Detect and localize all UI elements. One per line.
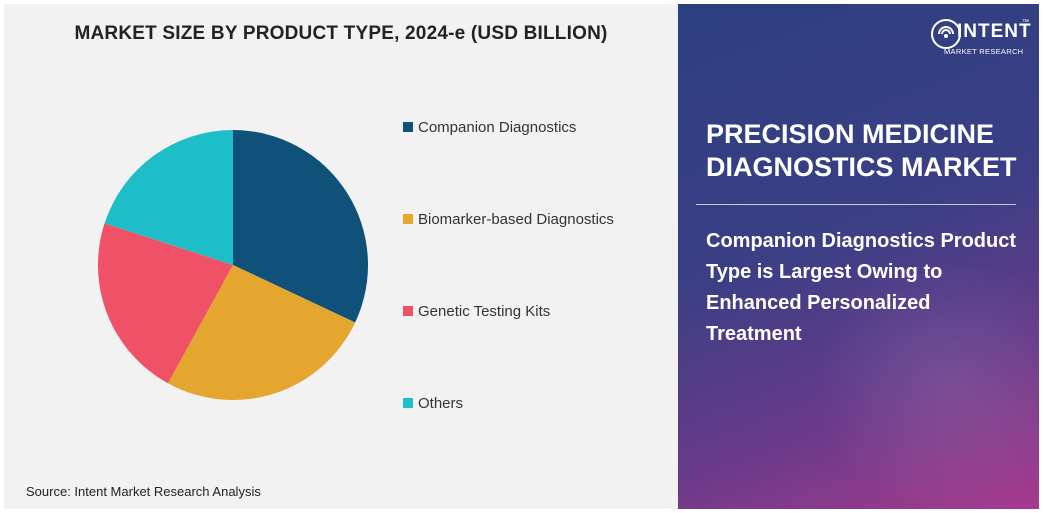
legend-label: Genetic Testing Kits (418, 302, 551, 320)
legend-item-companion-diagnostics: Companion Diagnostics (403, 117, 576, 137)
logo-wordmark: INTENT (957, 21, 1032, 42)
world-map-glow (798, 264, 1039, 504)
signal-icon (931, 19, 961, 49)
market-title: PRECISION MEDICINE DIAGNOSTICS MARKET (706, 119, 1017, 182)
logo-trademark: ™ (1022, 19, 1029, 26)
pie-slice-others (104, 130, 234, 265)
pie-slice-biomarker-based-diagnostics (167, 265, 356, 400)
legend-swatch (403, 306, 413, 316)
summary-panel: INTENT ™ MARKET RESEARCH PRECISION MEDIC… (678, 4, 1039, 509)
legend-swatch (403, 214, 413, 224)
pie-slice-companion-diagnostics (233, 130, 368, 323)
legend-label: Others (418, 394, 464, 412)
pie-chart (98, 130, 368, 400)
legend-label: Companion Diagnostics (418, 118, 577, 136)
legend-swatch (403, 122, 413, 132)
logo-subtitle: MARKET RESEARCH (944, 47, 1024, 56)
source-note: Source: Intent Market Research Analysis (26, 484, 261, 499)
legend-label: Biomarker-based Diagnostics (418, 210, 614, 228)
chart-title: MARKET SIZE BY PRODUCT TYPE, 2024-e (USD… (74, 23, 608, 44)
key-insight: Companion Diagnostics Product Type is La… (706, 230, 1017, 345)
legend-item-genetic-testing-kits: Genetic Testing Kits (403, 301, 550, 321)
legend-swatch (403, 398, 413, 408)
pie-slice-genetic-testing-kits (98, 223, 233, 384)
chart-panel: MARKET SIZE BY PRODUCT TYPE, 2024-e (USD… (4, 4, 680, 509)
brand-logo: INTENT ™ MARKET RESEARCH (930, 16, 1032, 62)
legend-item-others: Others (403, 393, 463, 413)
divider (696, 204, 1016, 205)
legend-item-biomarker-based-diagnostics: Biomarker-based Diagnostics (403, 209, 614, 229)
